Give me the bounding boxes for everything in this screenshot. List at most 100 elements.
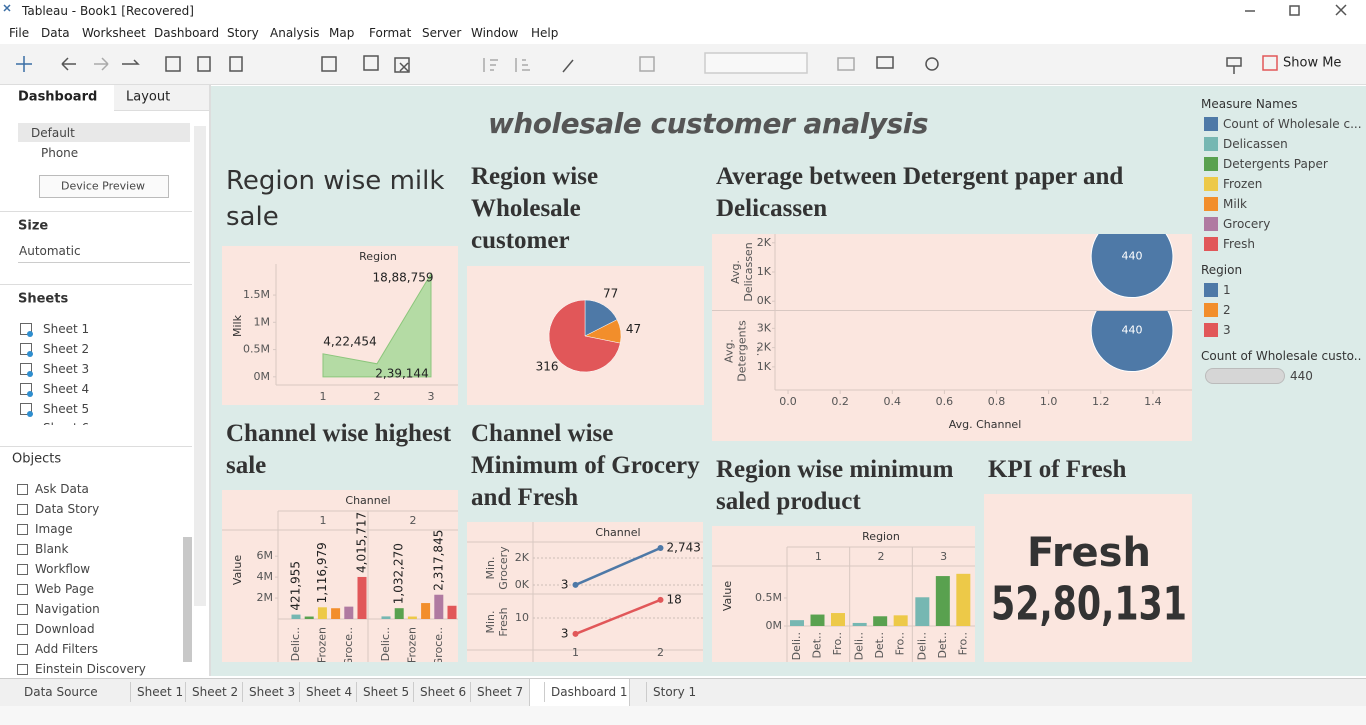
sheet-check [27,391,33,397]
object-item[interactable]: Einstein Discovery [35,662,146,676]
sidebar-tab[interactable]: Layout [126,89,171,105]
legend-title: Measure Names [1201,97,1298,111]
sheet-icon [20,383,32,395]
restore[interactable] [1289,5,1300,16]
device-item[interactable]: Phone [41,146,79,160]
sheet-item[interactable]: Sheet 6 [43,421,89,425]
y-tick-label: 6M [257,549,274,562]
bar [831,613,845,626]
show-me[interactable]: Show Me [1283,55,1342,71]
sidebar-tab[interactable]: Dashboard [18,89,98,105]
object-item[interactable]: Data Story [35,502,100,516]
swap[interactable] [122,59,140,65]
point [572,630,579,637]
sheet-tab[interactable]: Sheet 1 [137,685,184,699]
device-item[interactable]: Default [31,126,75,140]
sheet-tab[interactable]: Sheet 6 [420,685,467,699]
menu-item[interactable]: File [9,26,30,40]
redo[interactable] [94,57,109,71]
sort-desc[interactable] [515,58,530,72]
category-label: 1 [815,550,822,563]
size-value[interactable]: Automatic [19,244,81,258]
pause[interactable] [229,56,243,72]
object-item[interactable]: Image [35,522,73,536]
bar [956,573,971,626]
menu-item[interactable]: Window [471,26,519,40]
labels[interactable] [639,56,655,72]
object-item[interactable]: Web Page [35,582,95,596]
new-sheet[interactable] [321,56,337,72]
tableau-logo[interactable] [16,56,32,72]
point [657,545,664,552]
object-item[interactable]: Download [35,622,95,636]
object-icon [17,544,28,555]
format-painter[interactable] [1226,57,1242,74]
clear[interactable] [394,57,410,73]
menu-item[interactable]: Analysis [270,26,320,40]
sheet-item[interactable]: Sheet 5 [43,402,90,416]
sheet-item[interactable]: Sheet 1 [43,322,90,336]
show-cards[interactable] [837,57,855,71]
y-tick-label: 0K [515,578,530,591]
sheet-tab[interactable]: Sheet 4 [306,685,353,699]
menu-item[interactable]: Map [329,26,355,40]
sidebar-tab-active[interactable] [0,85,114,110]
sheet-item[interactable]: Sheet 3 [43,362,90,376]
device-preview[interactable]: Device Preview [61,179,145,193]
device-preview-button[interactable] [39,175,169,198]
sheet-tab[interactable]: Data Source [24,685,98,699]
sheet-item[interactable]: Sheet 4 [43,382,90,396]
sidebar-tab-inactive[interactable] [114,85,209,111]
pane-label: Avg. Detergents ... [722,319,762,382]
object-item[interactable]: Workflow [35,562,91,576]
close[interactable] [1335,4,1347,16]
legend-title: Region [1201,263,1243,277]
x-axis-title: Region [359,250,397,263]
y-tick-label: 1M [254,315,271,328]
tab-separator [299,682,300,702]
share[interactable] [925,57,939,71]
scrollbar[interactable] [194,126,206,606]
show-me-icon[interactable] [1262,55,1278,71]
object-item[interactable]: Navigation [35,602,100,616]
menu-item[interactable]: Dashboard [154,26,220,40]
active-tab[interactable] [529,679,630,706]
sheet-check [27,351,33,357]
object-item[interactable]: Add Filters [35,642,99,656]
sheet-tab[interactable]: Sheet 7 [477,685,524,699]
menu-item[interactable]: Story [227,26,259,40]
y-tick-label: 1K [757,265,772,278]
sheet-tab[interactable]: Sheet 2 [192,685,239,699]
object-item[interactable]: Blank [35,542,69,556]
tab-separator [185,682,186,702]
sheet-tab[interactable]: Dashboard 1 [551,685,628,699]
fit-dropdown[interactable] [704,52,808,74]
sheet-item[interactable]: Sheet 2 [43,342,90,356]
y-axis-title: Value [721,581,734,611]
sort-asc[interactable] [483,58,498,72]
presentation[interactable] [876,56,894,69]
legend-label: Grocery [1223,217,1271,231]
chart-title: Region wise minimum saled product [716,456,954,515]
save[interactable] [165,56,181,72]
undo[interactable] [61,57,76,71]
bar-label: Fro.. [831,632,844,655]
device-highlight [18,123,190,142]
bar [291,614,301,619]
new-data[interactable] [197,56,211,72]
menu-item[interactable]: Help [531,26,559,40]
tab-separator [646,682,647,702]
data-label: 18,88,759 [372,270,433,284]
sheet-tab[interactable]: Sheet 3 [249,685,296,699]
scrollbar-thumb[interactable] [183,537,192,662]
x-tick-label: 3 [427,390,434,403]
menu-item[interactable]: Format [369,26,412,40]
sheet-tab[interactable]: Story 1 [653,685,697,699]
menu-item[interactable]: Server [422,26,462,40]
menu-item[interactable]: Worksheet [82,26,146,40]
sheet-tab[interactable]: Sheet 5 [363,685,410,699]
duplicate[interactable] [363,55,379,71]
menu-item[interactable]: Data [41,26,70,40]
highlight[interactable] [562,59,574,73]
object-item[interactable]: Ask Data [35,482,89,496]
